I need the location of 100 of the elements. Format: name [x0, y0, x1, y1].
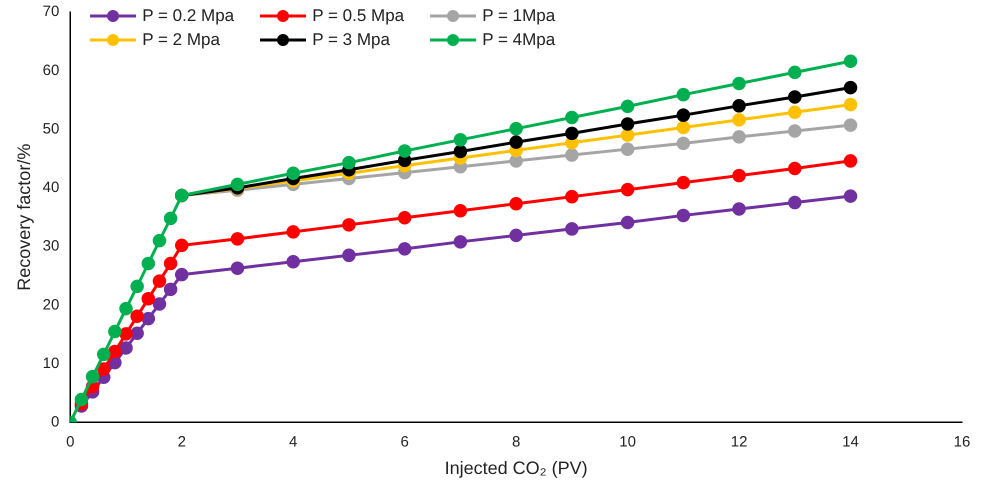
legend-label: P = 2 Mpa — [142, 30, 220, 50]
point — [509, 228, 523, 242]
point — [398, 242, 412, 256]
point — [142, 256, 156, 270]
point — [86, 370, 100, 384]
point — [788, 106, 802, 120]
legend-label: P = 4Mpa — [482, 30, 556, 50]
point — [454, 144, 468, 158]
point — [676, 176, 690, 190]
point — [342, 248, 356, 262]
point — [620, 128, 634, 142]
point — [676, 120, 690, 134]
point — [620, 182, 634, 196]
point — [732, 76, 746, 90]
point — [620, 216, 634, 230]
point — [620, 100, 634, 114]
x-tick-label: 2 — [178, 434, 186, 451]
legend-label: P = 1Mpa — [482, 6, 556, 26]
point — [844, 118, 858, 132]
y-tick-label: 20 — [42, 296, 60, 314]
point — [74, 392, 88, 406]
point — [142, 292, 156, 306]
point — [119, 327, 133, 341]
point — [164, 282, 178, 296]
point — [164, 256, 178, 270]
point — [565, 148, 579, 162]
point — [119, 302, 133, 316]
point — [732, 113, 746, 127]
y-tick-label: 10 — [42, 354, 60, 372]
y-tick-label: 0 — [50, 414, 60, 431]
point — [565, 190, 579, 204]
point — [844, 98, 858, 112]
point — [175, 268, 188, 282]
point — [732, 130, 746, 144]
x-tick-label: 10 — [619, 434, 636, 451]
point — [844, 54, 858, 68]
y-tick-label: 60 — [42, 62, 60, 79]
point — [509, 122, 523, 136]
point — [398, 211, 412, 225]
x-tick-label: 4 — [289, 434, 298, 451]
point — [788, 124, 802, 138]
point — [130, 280, 144, 294]
point — [844, 189, 858, 203]
x-tick-label: 8 — [512, 434, 520, 451]
point — [398, 144, 412, 158]
point — [342, 218, 356, 232]
point — [230, 232, 244, 246]
point — [119, 341, 133, 355]
point — [565, 222, 579, 236]
point — [509, 196, 523, 210]
y-tick-label: 40 — [42, 179, 60, 196]
point — [454, 133, 468, 147]
point — [164, 212, 178, 226]
point — [676, 88, 690, 102]
point — [732, 202, 746, 216]
point — [454, 235, 468, 249]
point — [788, 66, 802, 80]
y-tick-label: 70 — [42, 3, 60, 20]
point — [788, 196, 802, 210]
point — [565, 126, 579, 140]
point — [342, 156, 356, 170]
legend-label: P = 3 Mpa — [312, 30, 390, 50]
point — [286, 166, 300, 180]
y-tick-label: 50 — [42, 120, 60, 138]
point — [676, 208, 690, 222]
point — [509, 135, 523, 149]
point — [96, 362, 110, 376]
point — [788, 90, 802, 104]
legend-label: P = 0.5 Mpa — [312, 6, 404, 26]
x-tick-label: 14 — [842, 434, 859, 451]
point — [286, 255, 300, 269]
point — [142, 312, 156, 326]
point — [676, 108, 690, 122]
x-axis-title: Injected CO₂ (PV) — [444, 458, 588, 478]
point — [565, 110, 579, 124]
point — [844, 80, 858, 94]
point — [108, 344, 122, 358]
point — [620, 142, 634, 156]
point — [676, 136, 690, 150]
y-tick-label: 30 — [42, 238, 60, 255]
x-tick-label: 16 — [954, 434, 970, 451]
point — [286, 225, 300, 239]
x-tick-label: 0 — [66, 434, 74, 451]
point — [844, 154, 858, 168]
y-axis-title: Recovery factor/% — [14, 144, 34, 291]
point — [152, 297, 166, 311]
point — [130, 310, 144, 324]
x-tick-label: 6 — [400, 434, 409, 451]
point — [788, 162, 802, 176]
point — [230, 178, 244, 192]
point — [130, 326, 144, 340]
point — [732, 168, 746, 182]
point — [152, 234, 166, 248]
point — [96, 348, 110, 362]
point — [175, 238, 188, 252]
legend-label: P = 0.2 Mpa — [142, 6, 234, 26]
point — [152, 274, 166, 288]
x-tick-label: 12 — [730, 434, 748, 451]
point — [454, 204, 468, 218]
point — [108, 324, 122, 338]
